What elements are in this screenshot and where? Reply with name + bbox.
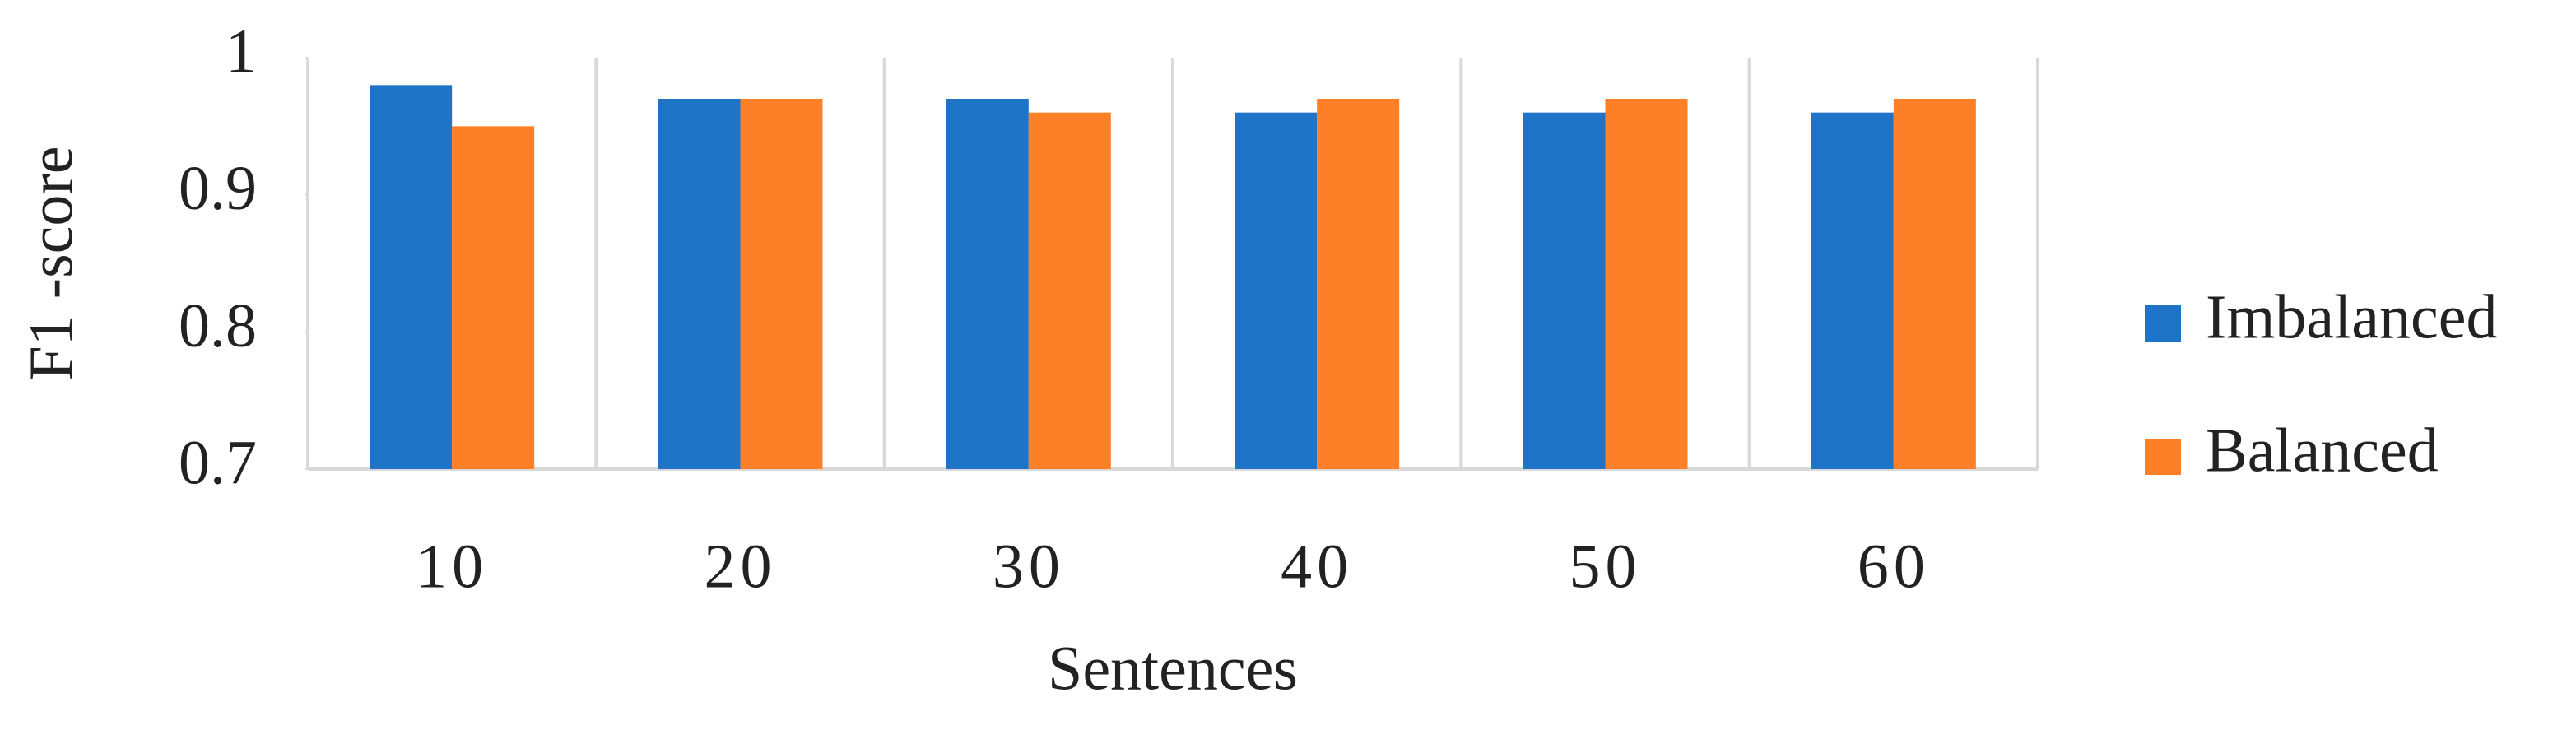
bar <box>740 99 823 469</box>
bar <box>1235 112 1318 469</box>
bar <box>452 126 535 470</box>
y-tick-label: 0.8 <box>179 291 257 360</box>
bar <box>946 99 1029 469</box>
bar <box>1028 112 1111 469</box>
y-tick-label: 1 <box>226 16 257 86</box>
y-tick-label: 0.7 <box>179 428 257 497</box>
y-axis-title: F1 -score <box>16 146 86 381</box>
x-tick-label: 40 <box>1281 532 1353 601</box>
bar <box>370 85 453 469</box>
bar <box>1605 99 1688 469</box>
x-tick-label: 30 <box>993 532 1065 601</box>
legend-label: Imbalanced <box>2206 282 2497 351</box>
y-tick-label: 0.9 <box>179 154 257 223</box>
bar <box>1317 99 1400 469</box>
x-tick-label: 50 <box>1569 532 1642 601</box>
x-tick-label: 60 <box>1858 532 1930 601</box>
x-tick-label: 20 <box>704 532 777 601</box>
legend-label: Balanced <box>2206 416 2439 485</box>
bar <box>658 99 741 469</box>
bar <box>1523 112 1606 469</box>
legend-swatch <box>2145 305 2181 342</box>
x-tick-label: 10 <box>416 532 488 601</box>
x-axis-title: Sentences <box>1048 634 1298 703</box>
bar <box>1893 99 1976 469</box>
bar <box>1811 112 1894 469</box>
legend-swatch <box>2145 439 2181 475</box>
